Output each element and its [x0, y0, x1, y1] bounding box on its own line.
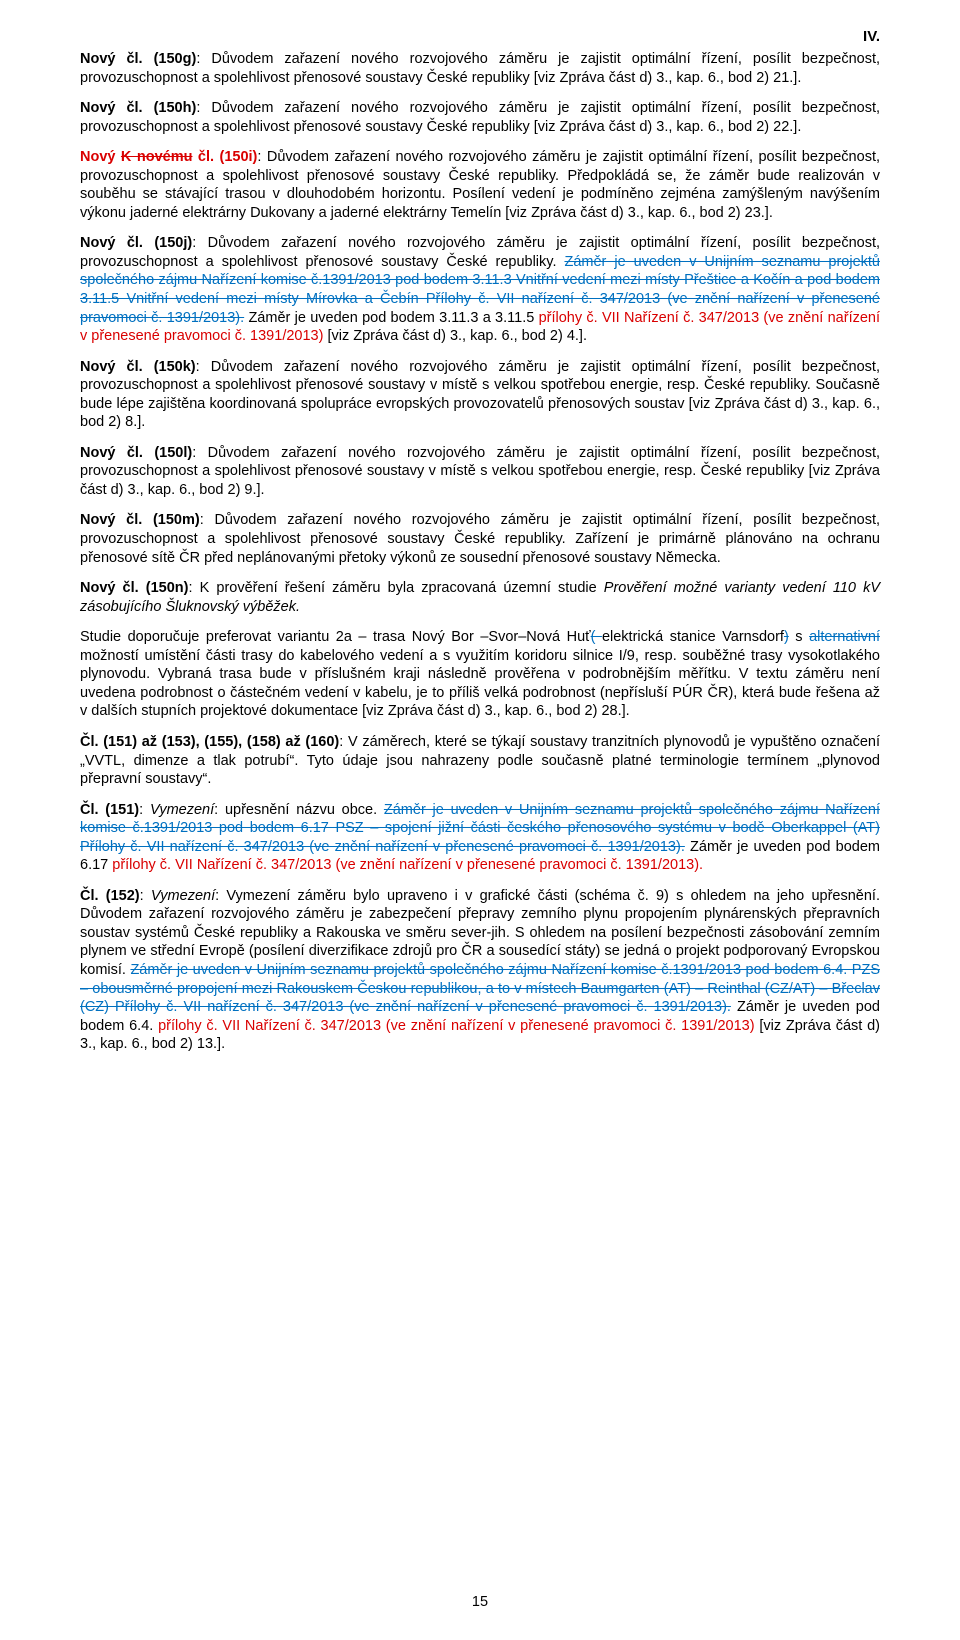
paragraph: Nový čl. (150k): Důvodem zařazení nového…: [80, 358, 880, 432]
text-run: : Důvodem zařazení nového rozvojového zá…: [80, 100, 880, 135]
text-run: elektrická stanice Varnsdorf: [602, 629, 784, 645]
corner-mark: IV.: [863, 28, 880, 45]
paragraph: Čl. (152): Vymezení: Vymezení záměru byl…: [80, 887, 880, 1054]
paragraph: Nový čl. (150m): Důvodem zařazení nového…: [80, 511, 880, 567]
paragraph: Nový čl. (150j): Důvodem zařazení nového…: [80, 234, 880, 345]
text-run: : Důvodem zařazení nového rozvojového zá…: [80, 359, 880, 431]
text-run: přílohy č. VII Nařízení č. 347/2013 (ve …: [112, 857, 703, 873]
paragraph: Nový čl. (150h): Důvodem zařazení nového…: [80, 99, 880, 136]
text-run: čl. (150i): [192, 149, 257, 165]
document-body: Nový čl. (150g): Důvodem zařazení nového…: [80, 50, 880, 1054]
paragraph: Čl. (151) až (153), (155), (158) až (160…: [80, 733, 880, 789]
paragraph: Čl. (151): Vymezení: upřesnění názvu obc…: [80, 801, 880, 875]
text-run: Nový čl. (150g): [80, 51, 196, 67]
page-number: 15: [0, 1594, 960, 1610]
text-run: (: [591, 629, 602, 645]
text-run: :: [139, 802, 150, 818]
text-run: Nový čl. (150n): [80, 580, 188, 596]
text-run: alternativní: [809, 629, 880, 645]
text-run: Nový čl. (150l): [80, 445, 192, 461]
text-run: Záměr je uveden pod bodem 3.11.3 a 3.11.…: [244, 310, 538, 326]
text-run: Vymezení: [151, 888, 215, 904]
text-run: Nový čl. (150j): [80, 235, 192, 251]
text-run: :: [140, 888, 151, 904]
text-run: Nový čl. (150h): [80, 100, 196, 116]
text-run: : K prověření řešení záměru byla zpracov…: [188, 580, 603, 596]
text-run: : Důvodem zařazení nového rozvojového zá…: [80, 51, 880, 86]
text-run: Nový čl. (150m): [80, 512, 200, 528]
paragraph: Nový čl. (150l): Důvodem zařazení nového…: [80, 444, 880, 500]
paragraph: Nový čl. (150g): Důvodem zařazení nového…: [80, 50, 880, 87]
text-run: [viz Zpráva část d) 3., kap. 6., bod 2) …: [323, 328, 587, 344]
text-run: Nový čl. (150k): [80, 359, 196, 375]
paragraph: Nový K novému čl. (150i): Důvodem zařaze…: [80, 148, 880, 222]
page-container: IV. Nový čl. (150g): Důvodem zařazení no…: [0, 0, 960, 1640]
text-run: Nový: [80, 149, 121, 165]
text-run: přílohy č. VII Nařízení č. 347/2013 (ve …: [158, 1018, 754, 1034]
text-run: Čl. (151) až (153), (155), (158) až (160…: [80, 734, 339, 750]
text-run: Studie doporučuje preferovat variantu 2a…: [80, 629, 591, 645]
text-run: : Důvodem zařazení nového rozvojového zá…: [80, 445, 880, 498]
text-run: : upřesnění názvu obce.: [214, 802, 384, 818]
paragraph: Studie doporučuje preferovat variantu 2a…: [80, 628, 880, 721]
text-run: K novému: [121, 149, 193, 165]
text-run: Čl. (151): [80, 802, 139, 818]
paragraph: Nový čl. (150n): K prověření řešení zámě…: [80, 579, 880, 616]
text-run: Čl. (152): [80, 888, 140, 904]
text-run: možností umístění části trasy do kabelov…: [80, 648, 880, 720]
text-run: s: [789, 629, 809, 645]
text-run: : Důvodem zařazení nového rozvojového zá…: [80, 512, 880, 565]
text-run: Vymezení: [150, 802, 214, 818]
